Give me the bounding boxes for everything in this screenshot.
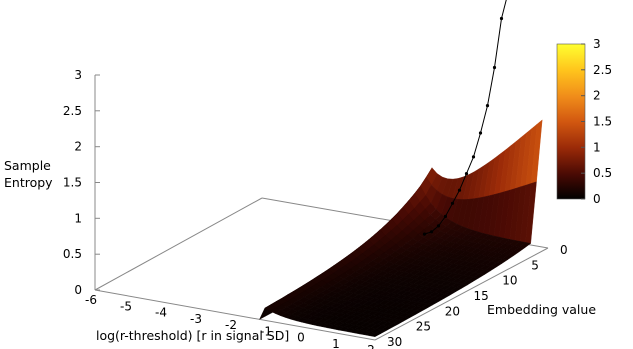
x-tick-label: -2 — [225, 318, 237, 332]
highlight-point — [499, 16, 504, 21]
x-axis-label: log(r-threshold) [r in signal SD] — [96, 328, 289, 343]
x-tick-label: -1 — [260, 324, 272, 338]
colorbar-tick-label: 3 — [593, 37, 601, 51]
highlight-point — [422, 232, 427, 236]
highlight-point — [492, 65, 497, 70]
y-ticks: 0 5 10 15 20 25 30 — [387, 243, 568, 349]
colorbar-ticks: 0 0.5 1 1.5 2 2.5 3 — [581, 37, 612, 206]
z-tick-label: 2 — [74, 140, 82, 154]
y-tick-label: 10 — [502, 274, 517, 288]
z-tick-label: 0.5 — [63, 247, 82, 261]
z-tick-label: 1 — [74, 211, 82, 225]
x-ticks: -6 -5 -4 -3 -2 -1 0 1 2 — [85, 293, 375, 349]
surface-patch — [369, 332, 382, 337]
y-axis-label: Embedding value — [487, 302, 596, 317]
z-tick-label: 0 — [74, 283, 82, 297]
colorbar-tick-label: 0 — [593, 192, 601, 206]
highlight-point — [436, 224, 441, 228]
x-tick-label: -3 — [190, 312, 202, 326]
x-tick-label: -4 — [155, 306, 167, 320]
highlight-point — [443, 214, 448, 218]
colorbar-tick-label: 2.5 — [593, 63, 612, 77]
x-tick-label: 0 — [297, 331, 305, 345]
colorbar — [556, 43, 586, 200]
highlight-point — [429, 230, 434, 234]
z-tick-label: 1.5 — [63, 176, 82, 190]
y-tick-label: 5 — [531, 258, 539, 272]
highlight-point — [485, 104, 490, 108]
highlight-point — [464, 172, 469, 176]
colorbar-tick-label: 0.5 — [593, 166, 612, 180]
base-edge-back — [94, 197, 263, 291]
colorbar-tick-label: 1 — [593, 140, 601, 154]
highlight-point — [478, 131, 483, 135]
z-axis-label-line2: Entropy — [4, 175, 53, 190]
x-tick-label: -5 — [120, 299, 132, 313]
y-tick-label: 25 — [416, 320, 431, 334]
highlight-point — [450, 201, 455, 205]
base-edge-front — [374, 247, 549, 341]
z-ticks: 0 0.5 1 1.5 2 2.5 3 — [63, 68, 100, 297]
z-axis-label-line1: Sample — [4, 158, 51, 173]
y-tick-label: 30 — [387, 335, 402, 349]
x-tick-label: 1 — [332, 337, 340, 349]
x-tick-label: 2 — [367, 343, 375, 349]
z-tick-label: 3 — [74, 68, 82, 82]
highlight-point — [471, 155, 476, 159]
x-tick-label: -6 — [85, 293, 97, 307]
highlight-line — [422, 0, 507, 236]
surface — [259, 119, 543, 337]
y-tick-label: 20 — [445, 304, 460, 318]
y-tick-label: 15 — [474, 289, 489, 303]
colorbar-tick-label: 2 — [593, 89, 601, 103]
z-tick-label: 2.5 — [63, 104, 82, 118]
base-edge-left — [94, 289, 376, 341]
y-tick-label: 0 — [560, 243, 568, 257]
colorbar-tick-label: 1.5 — [593, 115, 612, 129]
highlight-point — [457, 188, 462, 192]
